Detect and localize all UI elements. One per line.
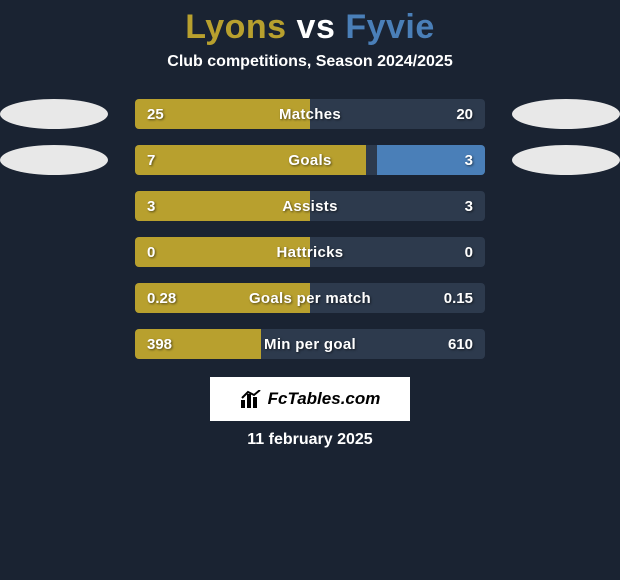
stat-label: Goals per match [135,283,485,313]
stat-value-left: 7 [147,145,155,175]
left-slot [0,145,108,175]
stat-rows: Matches2520Goals73Assists33Hattricks00Go… [0,99,620,359]
stat-label: Hattricks [135,237,485,267]
left-ellipse [0,145,108,175]
stat-value-left: 398 [147,329,172,359]
right-ellipse [512,145,620,175]
comparison-infographic: Lyons vs Fyvie Club competitions, Season… [0,0,620,580]
player1-name: Lyons [185,8,286,46]
left-slot [0,237,108,267]
stat-label: Min per goal [135,329,485,359]
stat-row: Min per goal398 610 [0,329,620,359]
player2-name: Fyvie [345,8,434,46]
right-slot [512,99,620,129]
stat-value-left: 25 [147,99,164,129]
left-ellipse [0,99,108,129]
stat-value-right: 0.15 [444,283,473,313]
stat-bar: Goals7 3 [135,145,485,175]
right-ellipse [512,99,620,129]
left-slot [0,283,108,313]
stat-value-left: 3 [147,191,155,221]
stat-row: Hattricks0 0 [0,237,620,267]
stat-label: Assists [135,191,485,221]
stat-row: Goals7 3 [0,145,620,175]
right-slot [512,237,620,267]
stat-row: Goals per match0.28 0.15 [0,283,620,313]
stat-bar: Matches25 20 [135,99,485,129]
stat-label: Matches [135,99,485,129]
stat-bar: Min per goal398 610 [135,329,485,359]
subtitle: Club competitions, Season 2024/2025 [0,53,620,71]
stat-value-right: 3 [465,191,473,221]
stat-value-left: 0 [147,237,155,267]
stat-row: Matches25 20 [0,99,620,129]
stat-value-right: 20 [456,99,473,129]
left-slot [0,191,108,221]
stat-bar: Hattricks0 0 [135,237,485,267]
stat-value-right: 0 [465,237,473,267]
date-text: 11 february 2025 [0,431,620,449]
stat-value-right: 610 [448,329,473,359]
logo-box: FcTables.com [210,377,410,421]
bar-chart-icon [240,390,262,408]
stat-row: Assists3 3 [0,191,620,221]
vs-separator: vs [297,8,336,46]
stat-bar: Goals per match0.28 0.15 [135,283,485,313]
right-slot [512,145,620,175]
stat-value-left: 0.28 [147,283,176,313]
left-slot [0,99,108,129]
left-slot [0,329,108,359]
page-title: Lyons vs Fyvie [0,8,620,47]
right-slot [512,329,620,359]
right-slot [512,283,620,313]
right-slot [512,191,620,221]
logo-text: FcTables.com [268,389,381,409]
stat-bar: Assists3 3 [135,191,485,221]
stat-value-right: 3 [465,145,473,175]
stat-label: Goals [135,145,485,175]
